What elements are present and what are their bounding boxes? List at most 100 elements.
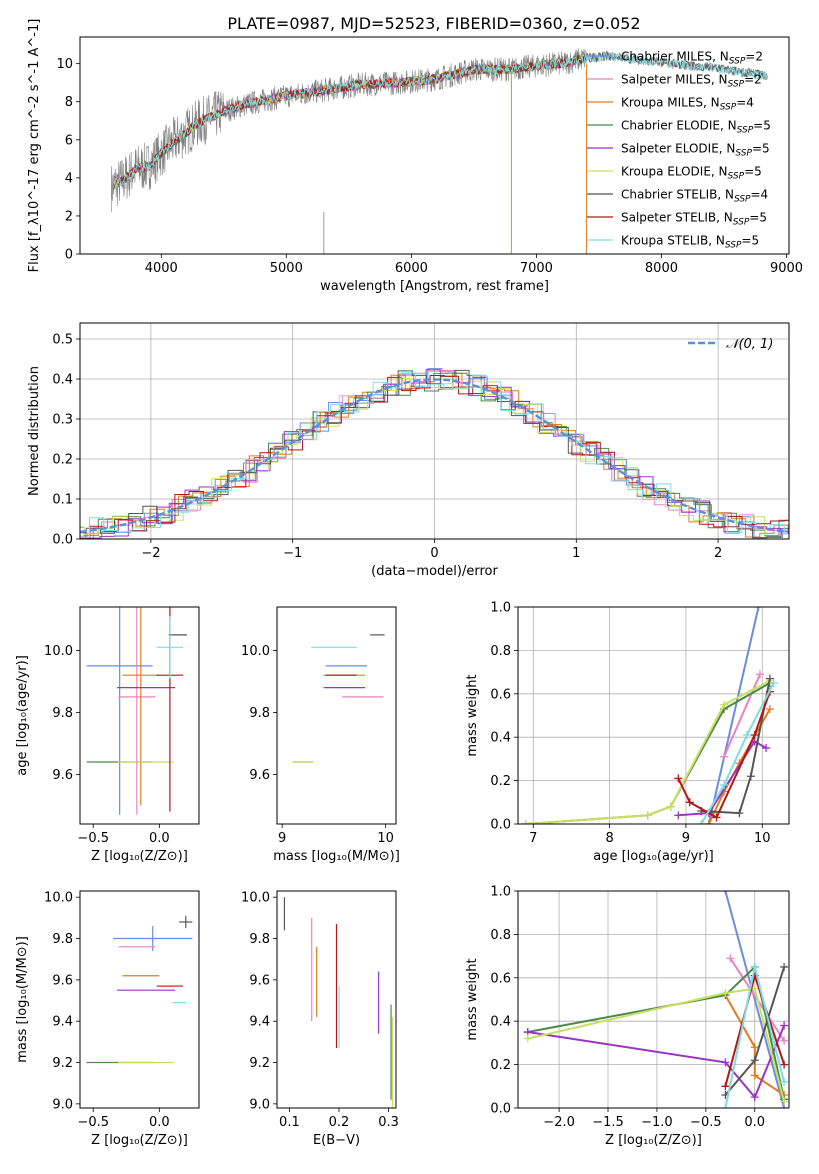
spectrum-xtick-label: 4000	[145, 261, 178, 276]
z-weight-marker	[721, 1058, 730, 1067]
residuals-xtick-label: 2	[714, 546, 722, 561]
spectrum-ytick-label: 0	[65, 248, 73, 263]
age-weight-marker	[754, 607, 763, 611]
z-weight-xtick-label: −2.0	[543, 1115, 575, 1130]
z-weight-marker	[750, 1071, 759, 1080]
age-weight-series-line	[701, 678, 771, 815]
ebv-mass-xtick-label: 0.2	[329, 1115, 350, 1130]
ebv-mass-ytick-label: 9.8	[249, 932, 270, 947]
age-weight-marker	[720, 752, 729, 761]
residuals-xtick-label: −2	[141, 546, 160, 561]
z-weight-series-line	[527, 987, 786, 1102]
z-mass-xtick-label: −0.5	[77, 1115, 109, 1130]
age-weight-ytick-label: 0.6	[490, 687, 511, 702]
spectrum-model-line	[113, 51, 768, 189]
z-weight-series-line	[527, 1025, 786, 1100]
z-age-frame	[79, 606, 200, 825]
z-mass-frame	[79, 890, 200, 1109]
residuals-ytick-label: 0.5	[52, 333, 73, 348]
z-mass-ylabel: mass [log₁₀(M/M⊙)]	[15, 936, 30, 1063]
age-weight-xtick-label: 7	[529, 831, 537, 846]
age-weight-ytick-label: 0.4	[490, 731, 511, 746]
spectrum-ytick-label: 8	[65, 95, 73, 110]
z-weight-marker	[721, 891, 730, 895]
spectrum-frame	[79, 36, 790, 255]
mass-age-xtick-label: 9	[278, 831, 286, 846]
ebv-mass-ytick-label: 9.2	[249, 1056, 270, 1071]
mass-age-ytick-label: 9.8	[249, 706, 270, 721]
z-weight-marker	[721, 988, 730, 997]
z-weight-marker	[750, 1056, 759, 1065]
figure-title: PLATE=0987, MJD=52523, FIBERID=0360, z=0…	[227, 14, 640, 33]
age-weight-series-line	[525, 682, 771, 824]
age-weight-marker	[685, 798, 694, 807]
residuals-ytick-label: 0.4	[52, 373, 73, 388]
z-weight-xlabel: Z [log₁₀(Z/Z⊙)]	[605, 1133, 702, 1148]
z-weight-marker	[780, 1036, 789, 1045]
age-weight-marker	[765, 704, 774, 713]
age-weight-series-line	[525, 679, 771, 824]
age-weight-marker	[674, 774, 683, 783]
age-weight-marker	[720, 700, 729, 709]
spectrum-xtick-label: 6000	[395, 261, 428, 276]
ebv-mass-ytick-label: 9.6	[249, 973, 270, 988]
z-weight-ylabel: mass weight	[465, 958, 480, 1040]
age-weight-series-line	[700, 682, 775, 824]
age-weight-ytick-label: 0.2	[490, 774, 511, 789]
residuals-frame	[79, 322, 790, 540]
age-weight-ytick-label: 0.8	[490, 644, 511, 659]
ebv-mass-frame	[276, 890, 397, 1109]
residual-hist	[80, 368, 789, 539]
z-weight-ytick-label: 0.2	[490, 1058, 511, 1073]
age-weight-marker	[712, 813, 721, 822]
z-weight-xtick-label: 0.0	[744, 1115, 765, 1130]
age-weight-marker	[746, 772, 755, 781]
spectrum-ylabel: Flux [f_λ10^-17 erg cm^-2 s^-1 A^-1]	[27, 19, 42, 273]
z-weight-marker	[726, 954, 735, 963]
age-weight-marker	[769, 678, 778, 687]
age-weight-ylabel: mass weight	[465, 674, 480, 756]
z-weight-ytick-label: 1.0	[490, 885, 511, 900]
mass-age-ytick-label: 9.6	[249, 768, 270, 783]
age-weight-xlabel: age [log₁₀(age/yr)]	[593, 849, 714, 864]
z-age-ytick-label: 9.8	[52, 706, 73, 721]
age-weight-series-line	[678, 740, 767, 817]
age-weight-marker	[762, 744, 771, 753]
legend-label: 𝒩(0, 1)	[726, 337, 773, 352]
z-weight-series-line	[527, 965, 786, 1100]
z-mass-xtick-label: 0.0	[149, 1115, 170, 1130]
legend-label: Chabrier MILES, NSSP=2	[621, 50, 763, 67]
residuals-ytick-label: 0.2	[52, 453, 73, 468]
residual-hist	[80, 378, 789, 539]
legend-label: Chabrier STELIB, NSSP=4	[621, 188, 768, 205]
z-weight-marker	[780, 1021, 789, 1030]
residuals-ytick-label: 0.0	[52, 533, 73, 548]
z-mass-xlabel: Z [log₁₀(Z/Z⊙)]	[91, 1133, 188, 1148]
age-weight-xtick-label: 10	[754, 831, 771, 846]
z-mass-ytick-label: 9.4	[52, 1015, 73, 1030]
age-weight-marker	[750, 731, 759, 740]
residuals-ytick-label: 0.1	[52, 493, 73, 508]
residuals-xlabel: (data−model)/error	[371, 564, 498, 579]
z-mass-ytick-label: 10.0	[44, 891, 73, 906]
age-weight-xtick-label: 9	[682, 831, 690, 846]
age-weight-marker	[666, 802, 675, 811]
z-weight-marker	[523, 1034, 532, 1043]
z-age-xtick-label: −0.5	[77, 831, 109, 846]
legend-label: Salpeter MILES, NSSP=2	[621, 73, 762, 90]
ebv-mass-xlabel: E(B−V)	[313, 1133, 360, 1148]
age-weight-series-line	[707, 607, 760, 824]
legend-label: Chabrier ELODIE, NSSP=5	[621, 119, 771, 136]
z-age-ytick-label: 9.6	[52, 768, 73, 783]
age-weight-xtick-label: 8	[605, 831, 613, 846]
z-weight-xtick-label: −1.0	[641, 1115, 673, 1130]
age-weight-marker	[735, 809, 744, 818]
z-age-ytick-label: 10.0	[44, 644, 73, 659]
z-mass-ytick-label: 9.2	[52, 1056, 73, 1071]
legend-label: Salpeter ELODIE, NSSP=5	[621, 142, 770, 159]
ebv-mass-ytick-label: 9.0	[249, 1097, 270, 1112]
age-weight-marker	[743, 731, 752, 740]
legend-label: Kroupa ELODIE, NSSP=5	[621, 165, 762, 182]
ebv-mass-xtick-label: 0.1	[279, 1115, 300, 1130]
residuals-xtick-label: −1	[283, 546, 302, 561]
